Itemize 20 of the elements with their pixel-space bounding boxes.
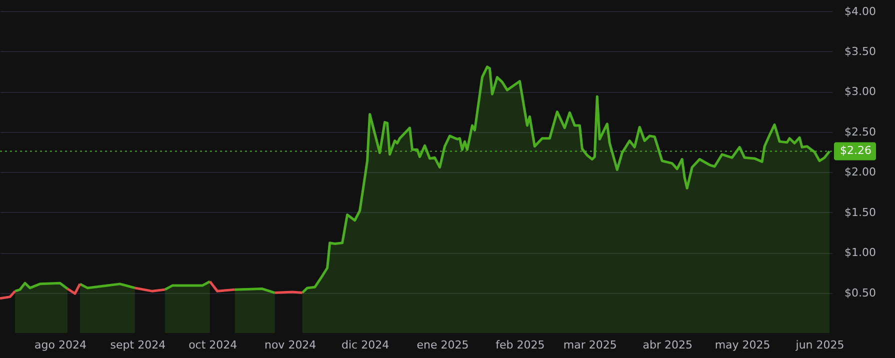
x-tick-label: ene 2025 bbox=[416, 338, 469, 352]
y-tick-label: $2.50 bbox=[844, 125, 876, 138]
y-tick-label: $1.50 bbox=[844, 206, 876, 219]
y-tick-label: $3.00 bbox=[844, 85, 876, 98]
y-tick-label: $0.50 bbox=[844, 286, 876, 300]
x-tick-label: oct 2024 bbox=[188, 338, 238, 352]
x-tick-label: nov 2024 bbox=[264, 338, 316, 352]
y-tick-label: $4.00 bbox=[844, 4, 876, 18]
y-tick-label: $1.00 bbox=[844, 246, 876, 260]
x-tick-label: dic 2024 bbox=[341, 338, 390, 352]
x-tick-label: sept 2024 bbox=[110, 338, 166, 352]
y-tick-label: $2.00 bbox=[844, 166, 876, 179]
x-tick-label: may 2025 bbox=[714, 338, 770, 352]
x-tick-label: feb 2025 bbox=[496, 338, 545, 352]
x-tick-label: ago 2024 bbox=[34, 338, 86, 352]
x-tick-label: abr 2025 bbox=[642, 338, 692, 352]
y-tick-label: $3.50 bbox=[844, 44, 876, 58]
x-tick-label: mar 2025 bbox=[563, 338, 617, 352]
ref-line-label: $2.26 bbox=[840, 144, 872, 158]
x-tick-label: jun 2025 bbox=[794, 338, 844, 352]
